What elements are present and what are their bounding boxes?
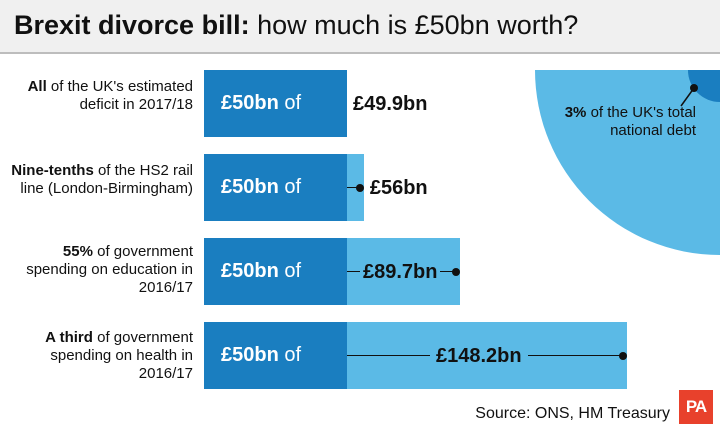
row-label: Nine-tenths of the HS2 rail line (London… [6, 162, 193, 198]
bar-value-dot [355, 183, 364, 192]
row-label: All of the UK's estimated deficit in 201… [6, 78, 193, 114]
bar-value-label: £49.9bn [353, 92, 428, 115]
bar-value-label: £89.7bn [360, 259, 441, 284]
bar-reference-rest: of [278, 260, 302, 282]
pie-slice-share [687, 70, 720, 103]
bar-reference-bold: £50bn [221, 260, 279, 282]
row-label-rest: of the UK's estimated deficit in 2017/18 [46, 78, 193, 113]
bar-reference-bold: £50bn [221, 92, 279, 114]
bar-reference-label: £50bn of [221, 259, 301, 283]
row-label-bold: 55% [62, 243, 93, 260]
bar-reference-label: £50bn of [221, 175, 301, 199]
bar-reference-label: £50bn of [221, 343, 301, 367]
bar-value-dot [452, 267, 461, 276]
title-bar: Brexit divorce bill: how much is £50bn w… [0, 0, 720, 54]
row-label: 55% of government spending on education … [6, 243, 193, 297]
row-label-rest: of government spending on education in 2… [26, 243, 193, 296]
pie-leader-dot [690, 84, 698, 92]
bar-reference [204, 238, 347, 305]
bar-reference [204, 322, 347, 389]
pie-note: 3% of the UK's total national debt [556, 104, 696, 140]
bar-reference [204, 70, 347, 137]
bar-reference-rest: of [278, 176, 302, 198]
row-label-bold: Nine-tenths [11, 162, 94, 179]
pie-note-bold: 3% [564, 104, 587, 121]
title-bold: Brexit divorce bill: [14, 10, 250, 40]
row-label-rest: of government spending on health in 2016… [50, 329, 193, 382]
row-label-bold: All [27, 78, 47, 95]
pie-note-rest: of the UK's total national debt [586, 104, 696, 139]
bar-reference-rest: of [278, 344, 302, 366]
pie-debt-total [535, 70, 720, 255]
bar-reference [204, 154, 347, 221]
bar-reference-bold: £50bn [221, 176, 279, 198]
row-label-rest: of the HS2 rail line (London-Birmingham) [20, 162, 193, 197]
pa-logo: PA [679, 390, 713, 424]
bar-value-dot [619, 351, 627, 360]
chart-title: Brexit divorce bill: how much is £50bn w… [14, 9, 578, 41]
bar-value-label: £148.2bn [430, 343, 528, 368]
row-label-bold: A third [45, 329, 93, 346]
source-note: Source: ONS, HM Treasury [475, 405, 670, 422]
bar-value-label: £56bn [369, 176, 428, 199]
bar-reference-bold: £50bn [221, 344, 279, 366]
bar-reference-label: £50bn of [221, 91, 301, 115]
row-label: A third of government spending on health… [6, 329, 193, 383]
bar-value-leader [347, 186, 360, 189]
title-rest: how much is £50bn worth? [249, 10, 579, 40]
bar-reference-rest: of [278, 92, 302, 114]
